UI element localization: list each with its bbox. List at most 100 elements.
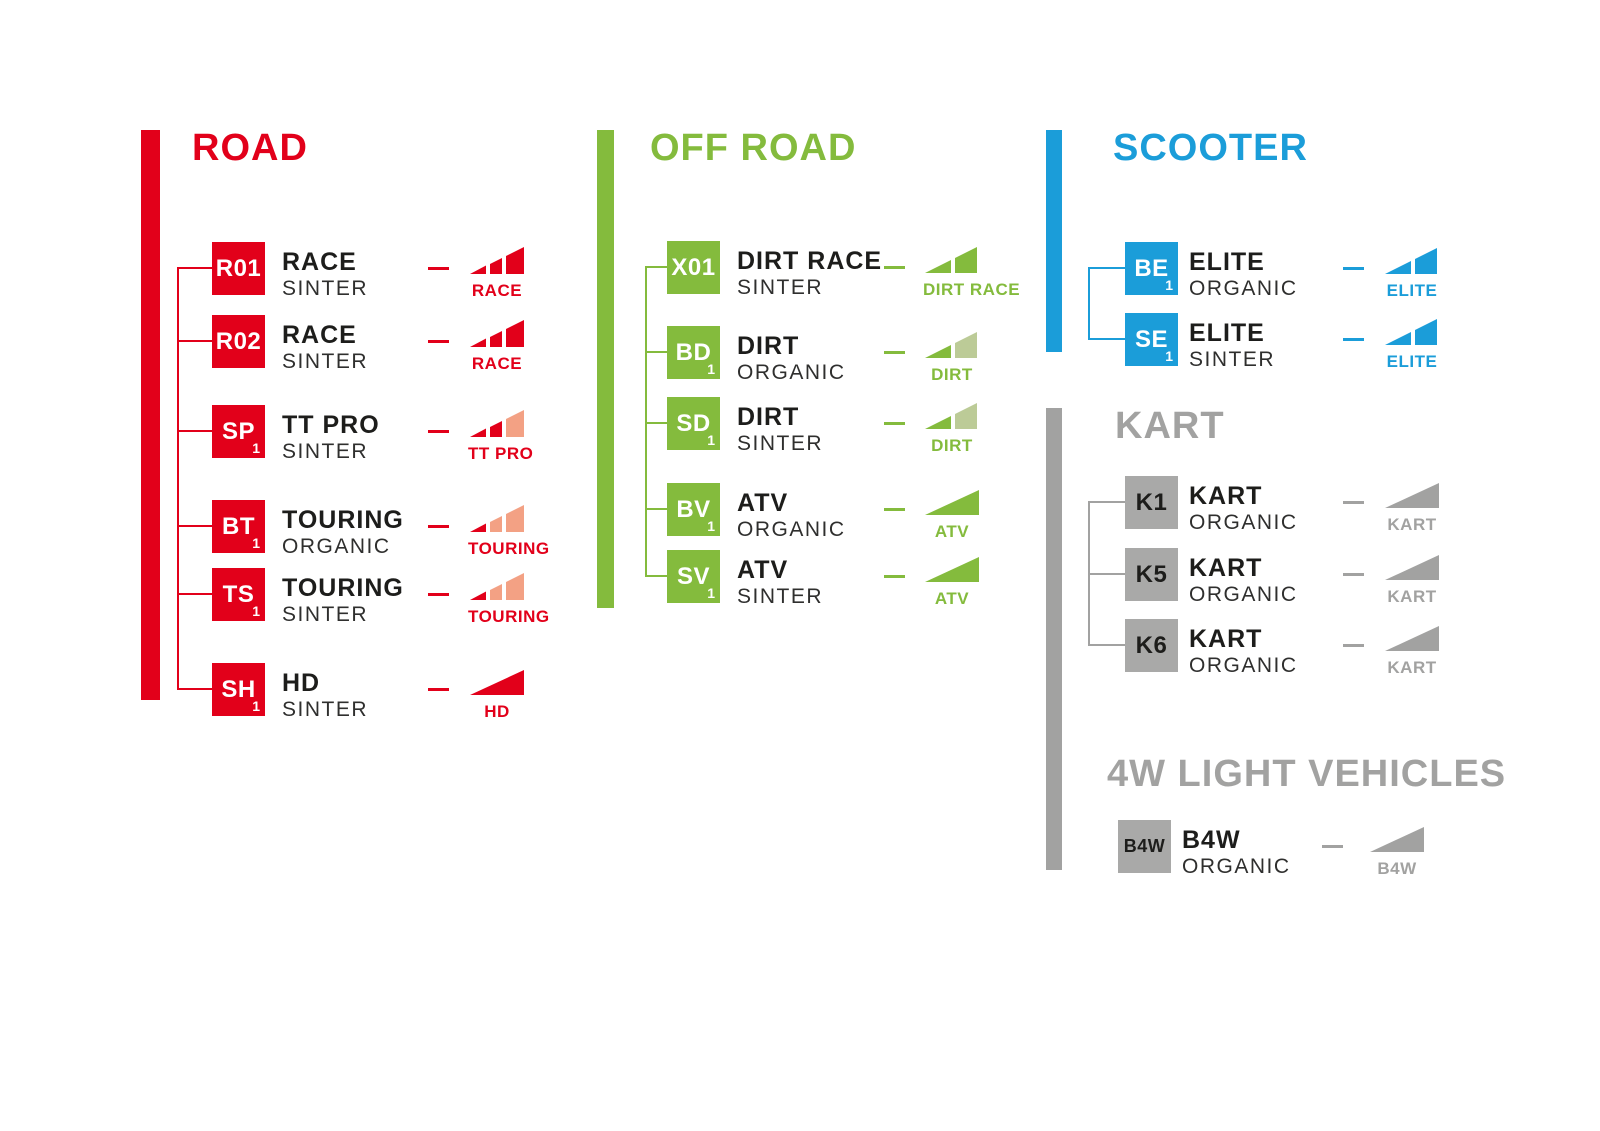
connector-dash bbox=[428, 267, 449, 270]
scooter-tree-stub bbox=[1088, 267, 1125, 269]
performance-level-icon bbox=[470, 573, 524, 600]
kart-accent-bar bbox=[1046, 408, 1062, 870]
product-compound: ORGANIC bbox=[737, 361, 846, 384]
product-code-box: TS 1 bbox=[212, 568, 265, 621]
performance-icon-wrap: DIRT bbox=[923, 329, 981, 385]
product-row-r01: R01 RACE SINTER RACE bbox=[212, 242, 542, 300]
product-name: ELITE bbox=[1189, 319, 1265, 347]
product-name: RACE bbox=[282, 248, 357, 276]
connector-dash bbox=[428, 340, 449, 343]
product-name: TOURING bbox=[282, 506, 404, 534]
product-code-subscript: 1 bbox=[707, 518, 715, 534]
connector-dash bbox=[884, 422, 905, 425]
product-row-bd1: BD 1 DIRT ORGANIC DIRT bbox=[667, 326, 997, 384]
performance-icon-label: B4W bbox=[1377, 859, 1417, 878]
product-row-k6: K6 KART ORGANIC KART bbox=[1125, 619, 1455, 677]
product-labels: RACE SINTER bbox=[282, 322, 368, 373]
product-labels: HD SINTER bbox=[282, 670, 368, 721]
performance-icon-label: DIRT bbox=[931, 436, 973, 455]
product-name: HD bbox=[282, 669, 321, 697]
performance-level-icon bbox=[1370, 827, 1424, 852]
product-code: BV bbox=[676, 495, 711, 523]
product-labels: DIRT SINTER bbox=[737, 404, 823, 455]
product-code: SV bbox=[676, 562, 710, 590]
offroad-tree-stub bbox=[645, 351, 667, 353]
performance-level-icon bbox=[925, 557, 979, 582]
product-labels: DIRT RACE SINTER bbox=[737, 248, 882, 299]
product-compound: SINTER bbox=[282, 277, 369, 300]
product-compound: ORGANIC bbox=[1189, 583, 1298, 606]
section-title-offroad: OFF ROAD bbox=[650, 127, 857, 169]
performance-icon-wrap: TOURING bbox=[468, 571, 550, 627]
performance-icon-label: TOURING bbox=[468, 607, 550, 626]
section-title-road: ROAD bbox=[192, 127, 308, 169]
performance-level-icon bbox=[925, 332, 977, 358]
product-code-box: X01 bbox=[667, 241, 720, 294]
product-row-sh1: SH 1 HD SINTER HD bbox=[212, 663, 542, 721]
product-compound: ORGANIC bbox=[282, 535, 391, 558]
product-compound: SINTER bbox=[737, 432, 824, 455]
performance-icon-label: DIRT RACE bbox=[923, 280, 1021, 299]
performance-level-icon bbox=[925, 247, 977, 273]
product-labels: RACE SINTER bbox=[282, 249, 368, 300]
kart-tree-stub bbox=[1088, 573, 1125, 575]
offroad-tree-stub bbox=[645, 422, 667, 424]
product-code-box: R02 bbox=[212, 315, 265, 368]
product-row-r02: R02 RACE SINTER RACE bbox=[212, 315, 542, 373]
performance-icon-wrap: RACE bbox=[468, 318, 526, 374]
performance-level-icon bbox=[1385, 248, 1437, 274]
performance-icon-label: TT PRO bbox=[468, 444, 534, 463]
road-tree-stub bbox=[177, 267, 212, 269]
product-name: TOURING bbox=[282, 574, 404, 602]
performance-icon-wrap: ATV bbox=[923, 553, 981, 609]
performance-icon-wrap: DIRT bbox=[923, 400, 981, 456]
product-code-subscript: 1 bbox=[252, 440, 260, 456]
performance-level-icon bbox=[470, 247, 524, 274]
product-labels: KART ORGANIC bbox=[1189, 483, 1298, 534]
product-code: R01 bbox=[215, 254, 262, 282]
performance-icon-label: TOURING bbox=[468, 539, 550, 558]
product-code-box: SP 1 bbox=[212, 405, 265, 458]
product-code-box: SV 1 bbox=[667, 550, 720, 603]
performance-icon-label: ATV bbox=[934, 589, 970, 608]
performance-icon-wrap: TOURING bbox=[468, 503, 550, 559]
product-code-subscript: 1 bbox=[252, 535, 260, 551]
connector-dash bbox=[884, 575, 905, 578]
connector-dash bbox=[428, 430, 449, 433]
performance-level-icon bbox=[1385, 319, 1437, 345]
road-accent-bar bbox=[141, 130, 160, 700]
connector-dash bbox=[1343, 267, 1364, 270]
performance-icon-wrap: KART bbox=[1383, 479, 1441, 535]
connector-dash bbox=[1343, 573, 1364, 576]
product-code-box: K1 bbox=[1125, 476, 1178, 529]
product-labels: KART ORGANIC bbox=[1189, 555, 1298, 606]
performance-level-icon bbox=[470, 505, 524, 532]
product-compound: ORGANIC bbox=[737, 518, 846, 541]
product-name: KART bbox=[1189, 554, 1263, 582]
product-name: KART bbox=[1189, 625, 1263, 653]
product-code-box: SD 1 bbox=[667, 397, 720, 450]
product-compound: SINTER bbox=[1189, 348, 1276, 371]
product-code-box: BE 1 bbox=[1125, 242, 1178, 295]
scooter-accent-bar bbox=[1046, 130, 1062, 352]
scooter-tree-line bbox=[1088, 268, 1090, 340]
performance-icon-label: ELITE bbox=[1386, 281, 1438, 300]
product-name: ATV bbox=[737, 556, 789, 584]
product-code: K5 bbox=[1135, 560, 1168, 588]
product-labels: TT PRO SINTER bbox=[282, 412, 380, 463]
product-code-subscript: 1 bbox=[252, 698, 260, 714]
performance-icon-wrap: HD bbox=[468, 666, 526, 722]
product-code-box: BT 1 bbox=[212, 500, 265, 553]
product-labels: TOURING ORGANIC bbox=[282, 507, 404, 558]
connector-dash bbox=[1343, 501, 1364, 504]
section-title-4w-light-vehicles: 4W LIGHT VEHICLES bbox=[1107, 753, 1507, 795]
connector-dash bbox=[428, 525, 449, 528]
scooter-tree-stub bbox=[1088, 338, 1125, 340]
product-compound: SINTER bbox=[737, 585, 824, 608]
performance-icon-wrap: DIRT RACE bbox=[923, 244, 1021, 300]
connector-dash bbox=[884, 351, 905, 354]
product-row-ts1: TS 1 TOURING SINTER TOURING bbox=[212, 568, 549, 626]
product-code-box: SE 1 bbox=[1125, 313, 1178, 366]
product-code-subscript: 1 bbox=[707, 585, 715, 601]
